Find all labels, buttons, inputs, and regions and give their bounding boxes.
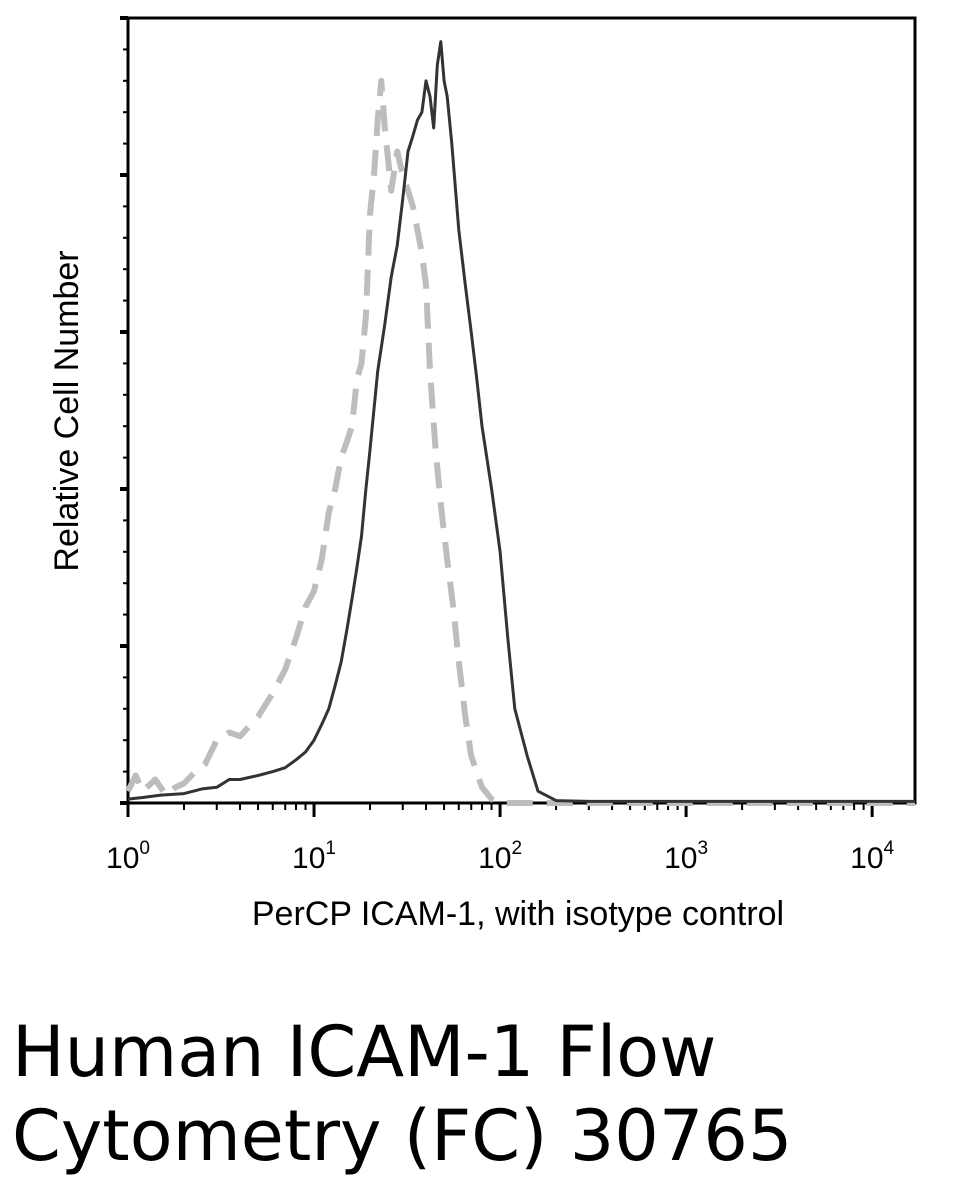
x-tick-base: 10 xyxy=(850,842,883,875)
plot-frame xyxy=(126,16,917,805)
series-layer xyxy=(125,40,915,806)
icam1-histogram xyxy=(127,40,915,803)
figure-caption: Human ICAM-1 Flow Cytometry (FC) 30765 xyxy=(12,1010,952,1178)
x-tick-exponent: 4 xyxy=(884,838,895,859)
x-tick-labels: 100 101 102 103 104 xyxy=(106,838,895,875)
x-tick-base: 10 xyxy=(664,842,697,875)
flow-cytometry-chart: 100 101 102 103 104 PerCP ICAM-1, with isoty… xyxy=(48,16,917,933)
x-axis-ticks xyxy=(126,803,874,817)
y-axis-label: Relative Cell Number xyxy=(48,250,86,571)
x-tick-exponent: 2 xyxy=(511,838,522,859)
x-tick-exponent: 0 xyxy=(139,838,150,859)
x-tick-label: 101 xyxy=(292,838,336,875)
x-axis-label: PerCP ICAM-1, with isotype control xyxy=(252,895,784,933)
x-tick-label: 103 xyxy=(664,838,708,875)
x-tick-exponent: 3 xyxy=(697,838,708,859)
x-tick-label: 100 xyxy=(106,838,150,875)
caption-line-1: Human ICAM-1 Flow xyxy=(12,1011,717,1093)
x-tick-label: 102 xyxy=(478,838,522,875)
x-tick-base: 10 xyxy=(478,842,511,875)
x-tick-exponent: 1 xyxy=(325,838,336,859)
y-axis-ticks xyxy=(120,16,128,805)
x-tick-base: 10 xyxy=(292,842,325,875)
x-tick-label: 104 xyxy=(850,838,894,875)
isotype-control-histogram xyxy=(125,77,915,806)
x-tick-base: 10 xyxy=(106,842,139,875)
caption-line-2: Cytometry (FC) 30765 xyxy=(12,1095,793,1177)
